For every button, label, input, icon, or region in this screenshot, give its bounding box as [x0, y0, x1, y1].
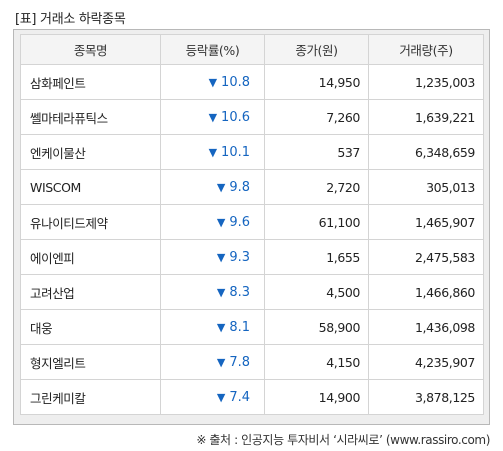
table-header-row: 종목명 등락률(%) 종가(원) 거래량(주) [20, 34, 484, 65]
change-rate-value: 7.4 [229, 389, 250, 405]
trade-volume: 305,013 [368, 169, 484, 205]
close-price: 4,500 [264, 274, 369, 310]
down-arrow-icon: ▼ [208, 145, 218, 159]
close-price: 1,655 [264, 239, 369, 275]
change-rate-value: 9.8 [229, 179, 250, 195]
stock-name: 그린케미칼 [20, 379, 161, 415]
table-row: WISCOM ▼ 9.8 2,720 305,013 [20, 169, 484, 205]
trade-volume: 3,878,125 [368, 379, 484, 415]
stock-name: 형지엘리트 [20, 344, 161, 380]
down-arrow-icon: ▼ [216, 250, 226, 264]
close-price: 14,950 [264, 64, 369, 100]
close-price: 2,720 [264, 169, 369, 205]
trade-volume: 1,639,221 [368, 99, 484, 135]
change-rate: ▼ 7.8 [160, 344, 265, 380]
header-change-rate: 등락률(%) [160, 34, 265, 65]
down-arrow-icon: ▼ [208, 75, 218, 89]
table-row: 유나이티드제약 ▼ 9.6 61,100 1,465,907 [20, 204, 484, 240]
down-arrow-icon: ▼ [216, 180, 226, 194]
close-price: 14,900 [264, 379, 369, 415]
table-row: 엔케이물산 ▼ 10.1 537 6,348,659 [20, 134, 484, 170]
header-volume: 거래량(주) [368, 34, 484, 65]
stock-name: 고려산업 [20, 274, 161, 310]
trade-volume: 1,436,098 [368, 309, 484, 345]
down-arrow-icon: ▼ [216, 390, 226, 404]
stock-name: 에이엔피 [20, 239, 161, 275]
declining-stocks-table: 종목명 등락률(%) 종가(원) 거래량(주) 삼화페인트 ▼ 10.8 14,950… [20, 34, 484, 415]
down-arrow-icon: ▼ [208, 110, 218, 124]
trade-volume: 4,235,907 [368, 344, 484, 380]
table-row: 고려산업 ▼ 8.3 4,500 1,466,860 [20, 274, 484, 310]
stock-name: 유나이티드제약 [20, 204, 161, 240]
change-rate-value: 8.3 [229, 284, 250, 300]
stock-name: 삼화페인트 [20, 64, 161, 100]
change-rate-value: 10.1 [221, 144, 250, 160]
change-rate-value: 9.3 [229, 249, 250, 265]
down-arrow-icon: ▼ [216, 355, 226, 369]
change-rate: ▼ 7.4 [160, 379, 265, 415]
table-row: 에이엔피 ▼ 9.3 1,655 2,475,583 [20, 239, 484, 275]
change-rate-value: 8.1 [229, 319, 250, 335]
stock-name: 쎌마테라퓨틱스 [20, 99, 161, 135]
trade-volume: 2,475,583 [368, 239, 484, 275]
change-rate: ▼ 10.6 [160, 99, 265, 135]
change-rate: ▼ 10.1 [160, 134, 265, 170]
trade-volume: 1,465,907 [368, 204, 484, 240]
change-rate-value: 10.6 [221, 109, 250, 125]
stock-name: WISCOM [20, 169, 161, 205]
table-row: 그린케미칼 ▼ 7.4 14,900 3,878,125 [20, 379, 484, 415]
stock-name: 엔케이물산 [20, 134, 161, 170]
change-rate: ▼ 8.3 [160, 274, 265, 310]
change-rate: ▼ 10.8 [160, 64, 265, 100]
header-close-price: 종가(원) [264, 34, 369, 65]
source-note: ※ 출처 : 인공지능 투자비서 ‘시라씨로’ (www.rassiro.com… [196, 433, 490, 447]
close-price: 537 [264, 134, 369, 170]
trade-volume: 6,348,659 [368, 134, 484, 170]
close-price: 4,150 [264, 344, 369, 380]
down-arrow-icon: ▼ [216, 320, 226, 334]
change-rate: ▼ 9.3 [160, 239, 265, 275]
change-rate: ▼ 9.6 [160, 204, 265, 240]
table-row: 형지엘리트 ▼ 7.8 4,150 4,235,907 [20, 344, 484, 380]
header-stock-name: 종목명 [20, 34, 161, 65]
change-rate-value: 9.6 [229, 214, 250, 230]
table-row: 쎌마테라퓨틱스 ▼ 10.6 7,260 1,639,221 [20, 99, 484, 135]
change-rate: ▼ 9.8 [160, 169, 265, 205]
stock-name: 대웅 [20, 309, 161, 345]
down-arrow-icon: ▼ [216, 285, 226, 299]
close-price: 58,900 [264, 309, 369, 345]
change-rate-value: 10.8 [221, 74, 250, 90]
table-row: 삼화페인트 ▼ 10.8 14,950 1,235,003 [20, 64, 484, 100]
table-row: 대웅 ▼ 8.1 58,900 1,436,098 [20, 309, 484, 345]
trade-volume: 1,466,860 [368, 274, 484, 310]
page-title: [표] 거래소 하락종목 [15, 12, 126, 27]
change-rate-value: 7.8 [229, 354, 250, 370]
down-arrow-icon: ▼ [216, 215, 226, 229]
trade-volume: 1,235,003 [368, 64, 484, 100]
close-price: 61,100 [264, 204, 369, 240]
close-price: 7,260 [264, 99, 369, 135]
change-rate: ▼ 8.1 [160, 309, 265, 345]
